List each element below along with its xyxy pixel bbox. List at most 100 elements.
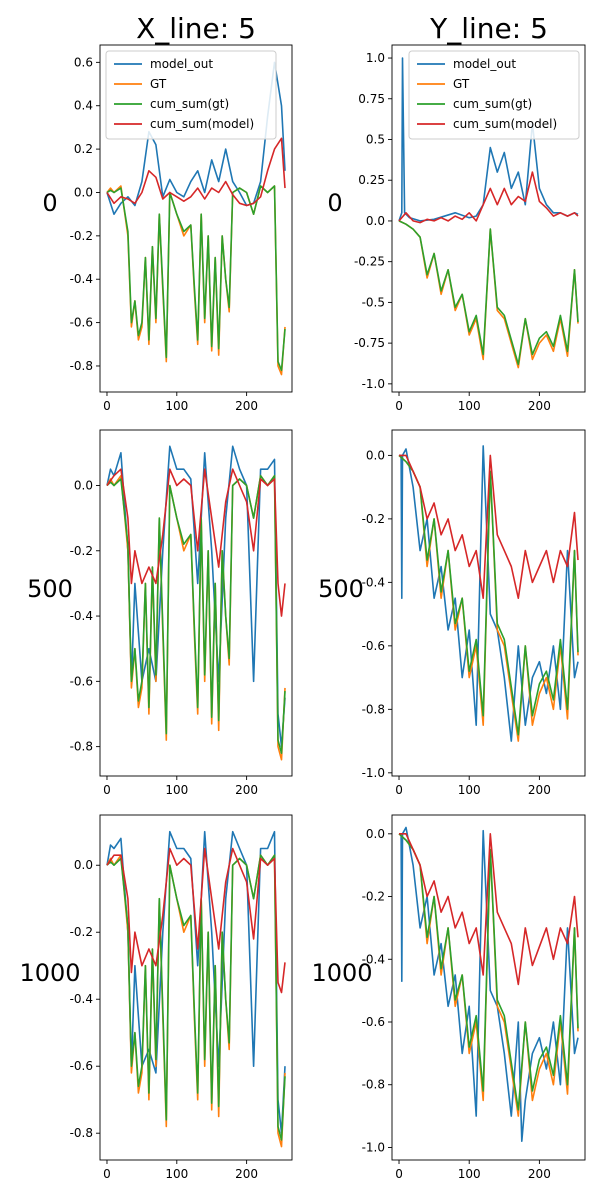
x-tick-label: 200 (528, 399, 551, 413)
x-tick-label: 100 (458, 399, 481, 413)
series-group (398, 445, 579, 742)
y-tick-label: 1.0 (366, 51, 385, 65)
legend: model_out GT cum_sum(gt) cum_sum(model) (408, 50, 580, 140)
y-tick-label: -0.4 (362, 952, 385, 966)
y-tick-label: -1.0 (362, 377, 385, 391)
series-line-cum-sum-gt- (106, 854, 286, 1141)
series-group (398, 57, 579, 369)
legend: model_out GT cum_sum(gt) cum_sum(model) (105, 50, 277, 140)
axes-frame (99, 44, 293, 393)
x-tick-label: 0 (103, 399, 111, 413)
x-tick-label: 100 (458, 783, 481, 797)
column-title-y-line: Y_line: 5 (429, 12, 548, 45)
series-line-cum-sum-model- (398, 171, 579, 224)
y-tick-label: 0.25 (358, 173, 385, 187)
axes-frame (391, 429, 586, 777)
x-tick-label: 100 (458, 1167, 481, 1181)
panel-3: 0 100 200 -1.0 -0.8 -0.6 -0.4 -0.2 0.0 (362, 429, 586, 797)
series-line-cum-sum-gt- (106, 185, 286, 372)
legend-label-cum-sum-gt-: cum_sum(gt) (150, 97, 229, 111)
y-tick-label: 0.0 (74, 478, 93, 492)
panel-2: 0 100 200 -0.8 -0.6 -0.4 -0.2 0.0 (70, 429, 293, 797)
x-tick-label: 0 (395, 1167, 403, 1181)
row-label-0-right: 0 (327, 189, 342, 217)
series-line-cum-sum-model- (106, 137, 286, 207)
axes-frame (99, 814, 293, 1161)
legend-label-model-out: model_out (150, 57, 213, 71)
y-tick-label: 0.2 (74, 142, 93, 156)
y-tick-label: -0.8 (70, 1126, 93, 1140)
y-tick-label: -0.8 (70, 740, 93, 754)
x-tick-label: 100 (165, 399, 188, 413)
y-tick-label: -0.6 (70, 1059, 93, 1073)
panels: 0 100 200 -0.8 -0.6 -0.4 -0.2 0.0 0.2 0.4 0.6 model… (70, 44, 586, 1181)
y-tick-label: 0.75 (358, 92, 385, 106)
y-tick-label: -0.4 (70, 272, 93, 286)
x-tick-label: 0 (395, 783, 403, 797)
legend-label-cum-sum-model-: cum_sum(model) (453, 117, 557, 131)
y-tick-label: -1.0 (362, 1140, 385, 1154)
y-tick-label: -0.8 (362, 702, 385, 716)
y-tick-label: -0.2 (70, 544, 93, 558)
legend-label-cum-sum-gt-: cum_sum(gt) (453, 97, 532, 111)
y-tick-label: -0.8 (362, 1078, 385, 1092)
y-tick-label: 0.0 (366, 214, 385, 228)
series-line-cum-sum-gt- (106, 474, 286, 755)
y-tick-label: 0.0 (74, 185, 93, 199)
y-tick-label: -0.6 (362, 1015, 385, 1029)
row-label-1000-right: 1000 (311, 959, 372, 987)
y-tick-label: -0.6 (362, 639, 385, 653)
series-line-cum-sum-gt- (398, 220, 579, 366)
x-tick-label: 0 (395, 399, 403, 413)
y-tick-label: -0.4 (70, 992, 93, 1006)
legend-label-cum-sum-model-: cum_sum(model) (150, 117, 254, 131)
panel-0: 0 100 200 -0.8 -0.6 -0.4 -0.2 0.0 0.2 0.4 0.6 model… (70, 44, 293, 413)
column-title-x-line: X_line: 5 (136, 12, 256, 45)
y-tick-label: -0.2 (70, 229, 93, 243)
x-tick-label: 100 (165, 783, 188, 797)
x-tick-label: 0 (103, 783, 111, 797)
series-group (398, 826, 579, 1142)
series-line-model-out (106, 61, 286, 215)
legend-label-model-out: model_out (453, 57, 516, 71)
legend-box (408, 50, 580, 140)
panel-5: 0 100 200 -1.0 -0.8 -0.6 -0.4 -0.2 0.0 (362, 814, 586, 1181)
y-tick-label: -1.0 (362, 766, 385, 780)
y-tick-label: 0.0 (74, 858, 93, 872)
panel-1: 0 100 200 -1.0 -0.75 -0.5 -0.25 0.0 0.25 0.5 0.75 1… (354, 44, 586, 413)
y-tick-label: -0.2 (362, 512, 385, 526)
series-line-cum-sum-model- (106, 847, 286, 994)
row-label-500-right: 500 (318, 575, 364, 603)
row-label-0: 0 (42, 189, 57, 217)
row-label-500: 500 (27, 575, 73, 603)
y-tick-label: -0.6 (70, 674, 93, 688)
x-tick-label: 200 (528, 783, 551, 797)
legend-box (105, 50, 277, 140)
y-tick-label: -0.5 (362, 295, 385, 309)
y-tick-label: 0.4 (74, 99, 93, 113)
x-tick-label: 200 (235, 783, 258, 797)
y-tick-label: 0.6 (74, 55, 93, 69)
x-tick-label: 0 (103, 1167, 111, 1181)
y-tick-label: 0.0 (366, 448, 385, 462)
row-label-1000: 1000 (19, 959, 80, 987)
series-line-model-out (399, 826, 579, 1142)
series-line-cum-sum-model- (399, 454, 579, 600)
y-tick-label: -0.75 (354, 336, 385, 350)
axes-frame (391, 814, 586, 1161)
axes-frame (391, 44, 586, 393)
legend-label-gt: GT (453, 77, 470, 91)
legend-label-gt: GT (150, 77, 167, 91)
axes-frame (99, 429, 293, 777)
y-tick-label: -0.8 (70, 359, 93, 373)
y-tick-label: -0.4 (362, 575, 385, 589)
y-tick-label: 0.0 (366, 827, 385, 841)
series-group (106, 830, 286, 1148)
x-tick-label: 200 (528, 1167, 551, 1181)
y-tick-label: -0.2 (70, 925, 93, 939)
y-tick-label: -0.4 (70, 609, 93, 623)
series-line-cum-sum-model- (106, 468, 286, 617)
x-tick-label: 100 (165, 1167, 188, 1181)
series-group (106, 445, 286, 761)
